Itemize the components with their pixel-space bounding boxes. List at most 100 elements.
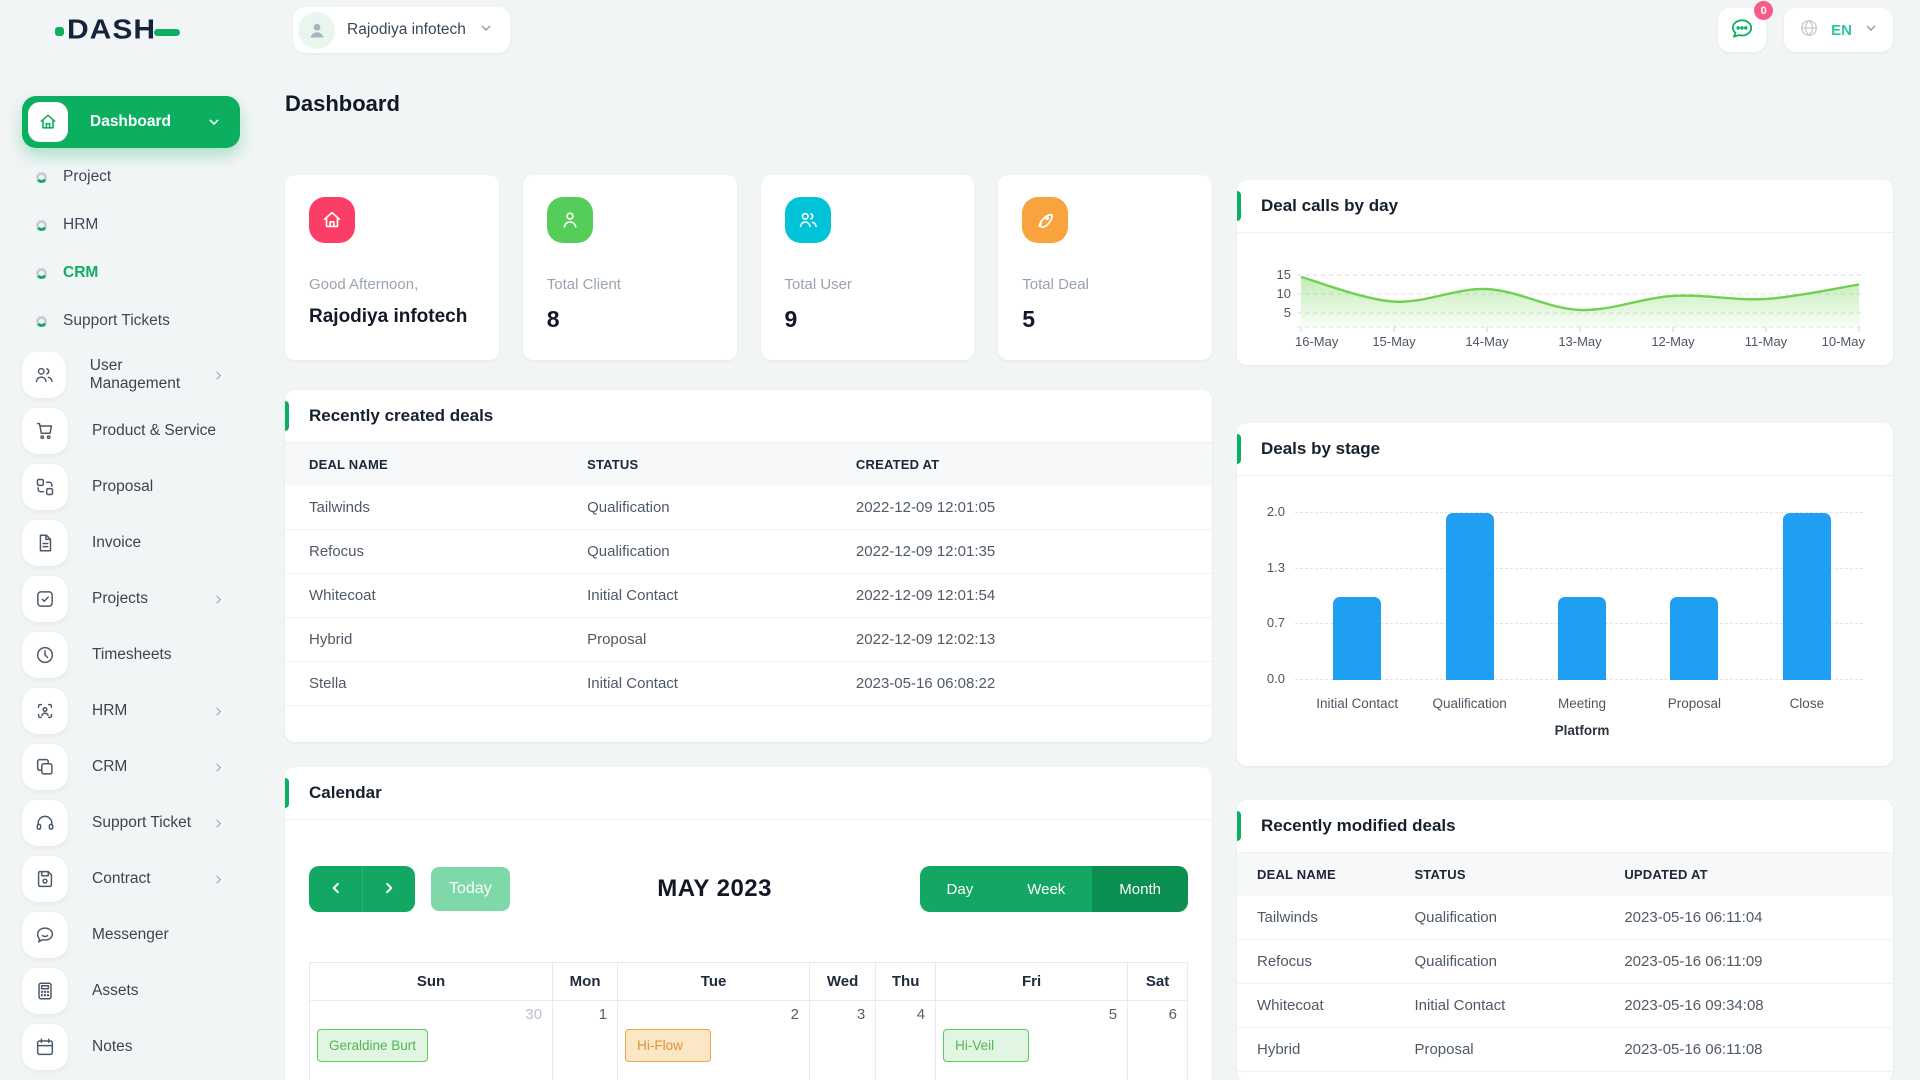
weekday-header: Sat [1127, 962, 1188, 1001]
bar [1333, 596, 1382, 680]
table-row[interactable]: Hybrid Proposal 2022-12-09 12:02:13 [285, 617, 1212, 662]
chevron-down-icon [481, 25, 491, 31]
sidebar-item-timesheets[interactable]: Timesheets [22, 627, 240, 683]
sidebar-item-dashboard[interactable]: Dashboard [22, 96, 240, 148]
sidebar-item-label: Invoice [92, 534, 142, 551]
y-tick-label: 0.7 [1266, 615, 1285, 631]
svg-text:14-May: 14-May [1465, 334, 1509, 349]
calendar-day-cell[interactable]: 5 Hi-Veil [935, 1000, 1129, 1080]
table-row[interactable]: Refocus Qualification 2022-12-09 12:01:35 [285, 529, 1212, 574]
date-number: 30 [525, 1006, 543, 1023]
table-row[interactable]: Whitecoat Initial Contact 2022-12-09 12:01… [285, 573, 1212, 618]
calendar-day-cell[interactable]: 3 [809, 1000, 877, 1080]
chat-icon [1732, 18, 1753, 38]
weekday-header: Sun [308, 962, 554, 1001]
calendar-next-button[interactable] [362, 866, 415, 912]
table-cell: 2022-12-09 12:01:54 [831, 573, 1212, 618]
sidebar-item-proposal[interactable]: Proposal [22, 459, 240, 515]
stat-label: Good Afternoon, [309, 276, 419, 293]
column-header: UPDATED AT [1604, 853, 1893, 896]
recently-modified-deals-table: DEAL NAME STATUS UPDATED AT Tailwinds Qualif… [1237, 853, 1893, 1072]
calendar-day-cell[interactable]: 30 Geraldine Burt [308, 1000, 554, 1080]
sidebar-item-support-tickets[interactable]: Support Tickets [22, 297, 240, 345]
sidebar-item-hrm[interactable]: HRM [22, 201, 240, 249]
home-icon [28, 102, 68, 142]
calendar-event[interactable]: Hi-Veil [943, 1029, 1030, 1062]
logo-dot [55, 26, 64, 36]
sidebar-item-crm[interactable]: CRM [22, 249, 240, 297]
sidebar-item-user-management[interactable]: User Management [22, 347, 240, 403]
table-row[interactable]: Tailwinds Qualification 2022-12-09 12:01:0… [285, 486, 1212, 530]
file-icon [39, 534, 52, 552]
weekday-header: Mon [552, 962, 619, 1001]
status-ring-icon [36, 219, 47, 231]
logo-dash [154, 28, 181, 36]
calendar-event[interactable]: Hi-Flow [625, 1029, 712, 1062]
stat-label: Total Client [546, 276, 621, 293]
sidebar-item-messenger[interactable]: Messenger [22, 907, 240, 963]
sidebar-item-hrm[interactable]: HRM [22, 683, 240, 739]
table-cell: Hybrid [285, 617, 564, 662]
stat-value: Rajodiya infotech [309, 306, 468, 327]
stats-row: Good Afternoon, Rajodiya infotech Total Cl… [285, 175, 1212, 360]
calendar-day-cell[interactable]: 2 Hi-Flow [617, 1000, 811, 1080]
chevron-down-icon [1863, 20, 1879, 40]
sidebar-item-projects[interactable]: Projects [22, 571, 240, 627]
table-row[interactable]: Hybrid Proposal 2023-05-16 06:11:08 [1237, 1027, 1893, 1072]
calendar-day-cell[interactable]: 1 [552, 1000, 619, 1080]
table-row[interactable]: Refocus Qualification 2023-05-16 06:11:09 [1237, 939, 1893, 984]
section-title: Deal calls by day [1237, 180, 1893, 233]
sidebar-item-label: Assets [92, 982, 139, 999]
table-row[interactable]: Stella Initial Contact 2023-05-16 06:08:22 [285, 661, 1212, 706]
table-row[interactable]: Whitecoat Initial Contact 2023-05-16 09:34… [1237, 983, 1893, 1028]
table-cell: 2023-05-16 06:08:22 [831, 661, 1212, 706]
sidebar-item-assets[interactable]: Assets [22, 963, 240, 1019]
calendar-event[interactable]: Geraldine Burt [317, 1029, 429, 1062]
company-selector[interactable]: Rajodiya infotech [293, 7, 510, 53]
calendar-view-month[interactable]: Month [1092, 866, 1188, 912]
sidebar-item-label: Timesheets [92, 646, 172, 663]
table-row[interactable]: Tailwinds Qualification 2023-05-16 06:11:0… [1237, 896, 1893, 940]
table-cell: 2023-05-16 06:11:08 [1604, 1027, 1893, 1072]
sidebar-item-support-ticket[interactable]: Support Ticket [22, 795, 240, 851]
sidebar-item-project[interactable]: Project [22, 153, 240, 201]
chat-icon [1729, 16, 1755, 45]
status-ring-icon [36, 267, 47, 279]
calendar-icon [36, 1038, 54, 1056]
chevron-right-icon [386, 882, 393, 893]
users-icon [35, 367, 53, 383]
calendar-view-day[interactable]: Day [919, 866, 1001, 912]
message-icon [36, 927, 54, 943]
sidebar-item-invoice[interactable]: Invoice [22, 515, 240, 571]
calendar-toolbar: Today MAY 2023 Day Week Month [309, 866, 1188, 912]
language-selector[interactable]: EN [1784, 8, 1893, 52]
calendar-month-title: MAY 2023 [657, 875, 772, 902]
calendar-view-week[interactable]: Week [1000, 866, 1093, 912]
table-cell: Initial Contact [563, 661, 832, 706]
app-logo: DASH [55, 13, 205, 47]
sidebar-item-crm[interactable]: CRM [22, 739, 240, 795]
messages-button[interactable]: 0 [1718, 1, 1774, 52]
main-content: Dashboard Good Afternoon, Rajodiya infote… [250, 60, 1920, 1080]
sidebar-item-label: Projects [92, 590, 148, 607]
table-cell: Proposal [563, 617, 832, 662]
table-cell: 2023-05-16 06:11:09 [1604, 939, 1893, 984]
bar [1782, 513, 1831, 680]
bar [1558, 596, 1607, 680]
table-cell: 2023-05-16 09:34:08 [1604, 983, 1893, 1028]
x-axis-title: Platform [1554, 723, 1610, 738]
calendar-prev-button[interactable] [309, 866, 362, 912]
sidebar-item-notes[interactable]: Notes [22, 1019, 240, 1075]
svg-text:12-May: 12-May [1651, 334, 1695, 349]
avatar [298, 11, 335, 49]
column-header: DEAL NAME [1237, 853, 1395, 896]
svg-text:11-May: 11-May [1745, 334, 1788, 349]
calendar-today-button[interactable]: Today [431, 867, 510, 911]
calendar-day-cell[interactable]: 4 [875, 1000, 937, 1080]
sidebar-item-product-service[interactable]: Product & Service [22, 403, 240, 459]
column-header: CREATED AT [831, 443, 1212, 486]
table-cell: Whitecoat [285, 573, 564, 618]
table-cell: Tailwinds [285, 486, 564, 530]
sidebar-item-contract[interactable]: Contract [22, 851, 240, 907]
calendar-day-cell[interactable]: 6 [1127, 1000, 1188, 1080]
